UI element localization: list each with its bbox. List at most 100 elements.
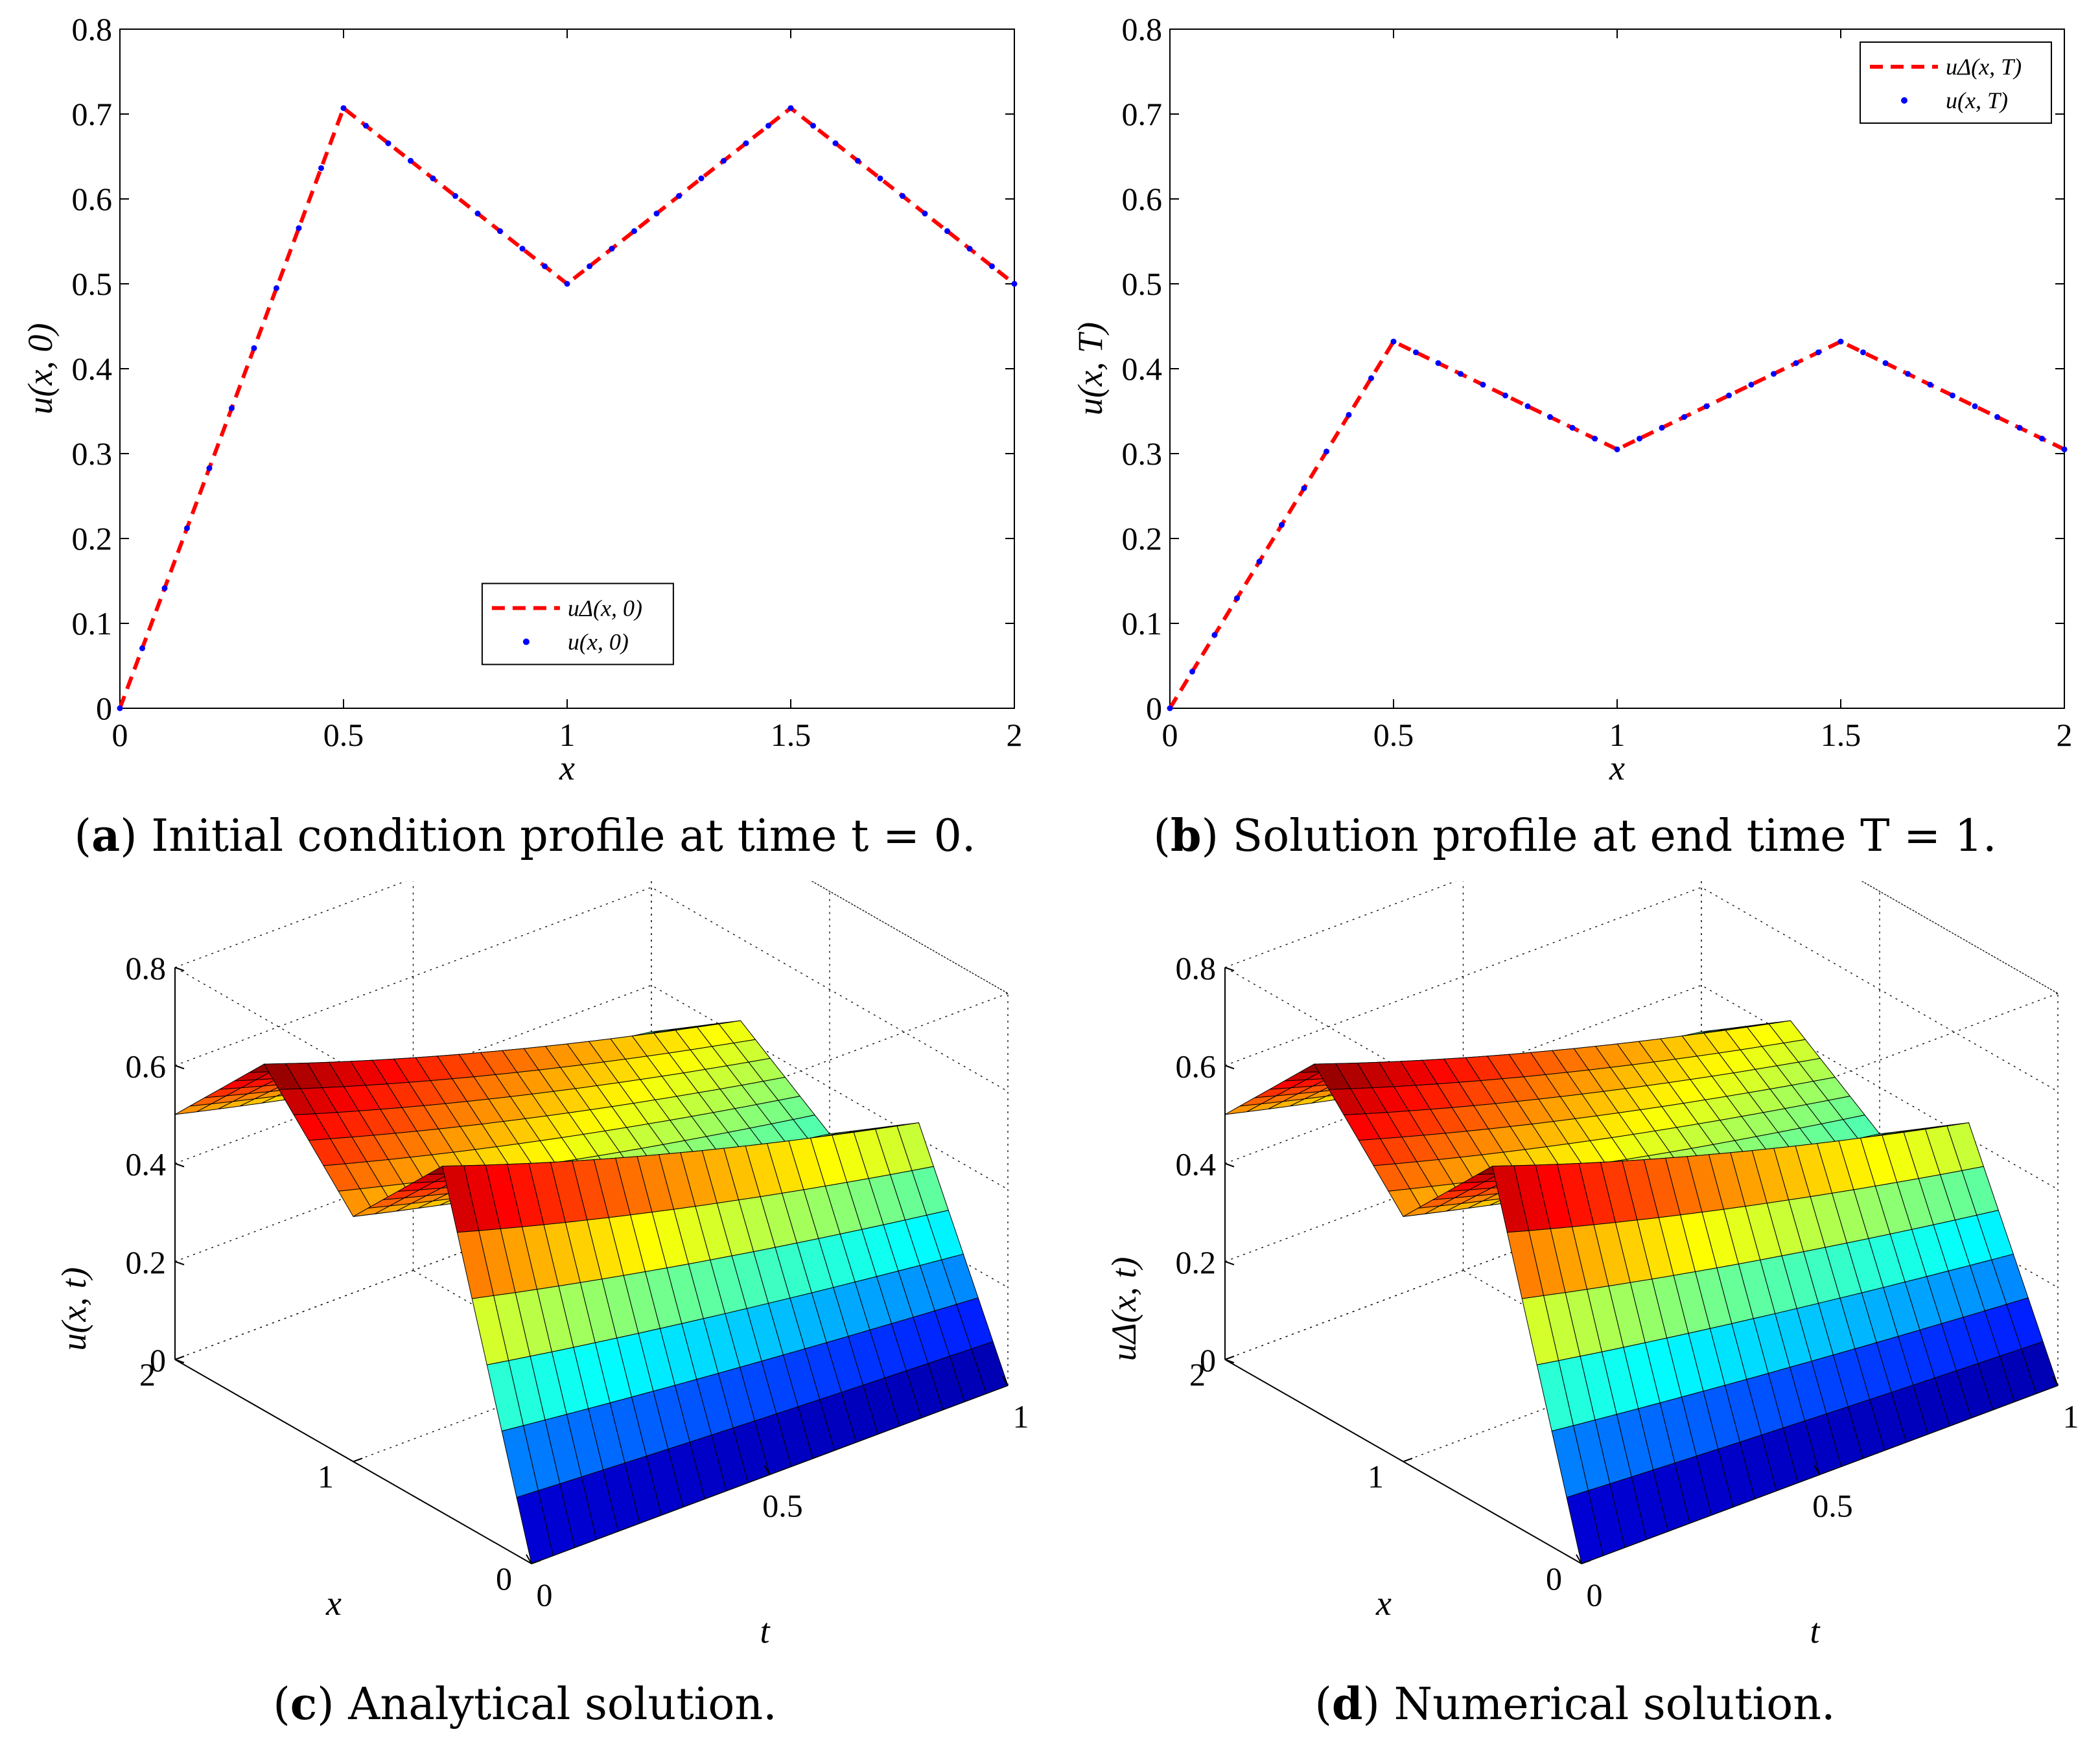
x-tick-label: 1.5 xyxy=(1821,717,1861,753)
legend-swatch-dot xyxy=(1901,97,1908,104)
chart-c: 0 0.2 0.4 0.6 0.8 0 1 2 0 0.5 1 x t u(x, t) xyxy=(0,789,1050,1678)
t-axis-label: t xyxy=(760,1612,771,1650)
grid-line-x-floor xyxy=(1224,1181,1702,1360)
series-dot-point xyxy=(1368,375,1374,382)
legend-box xyxy=(481,583,674,665)
x-tick-label: 0 xyxy=(112,717,128,753)
series-dot-point xyxy=(877,175,883,181)
t-tick-label: 0 xyxy=(537,1577,553,1613)
caption-b: (b) Solution profile at end time T = 1. xyxy=(1153,810,1997,862)
z-tick-mark xyxy=(174,1260,185,1266)
series-dot-point xyxy=(1681,414,1687,421)
z-tick-label: 0.8 xyxy=(1176,950,1217,986)
series-dot-point xyxy=(1748,382,1755,388)
x-axis-label: x xyxy=(1375,1584,1392,1623)
series-dot-point xyxy=(1569,424,1576,431)
z-tick-mark xyxy=(1224,1163,1235,1168)
series-dot-point xyxy=(296,225,302,231)
caption-d: (d) Numerical solution. xyxy=(1314,1678,1836,1730)
x-tick-mark xyxy=(1403,1457,1413,1463)
t-tick-mark xyxy=(2052,1376,2059,1386)
x-tick-label: 0.5 xyxy=(323,717,364,753)
series-dot-point xyxy=(1972,403,1978,410)
legend-label-dashed: uΔ(x, 0) xyxy=(568,595,642,621)
y-tick-label: 0 xyxy=(96,690,112,726)
y-tick-label: 0 xyxy=(1146,690,1162,726)
grid-line-z xyxy=(1224,1083,2059,1288)
legend-swatch-dot xyxy=(522,638,530,645)
series-dot-point xyxy=(1927,382,1933,388)
series-dot-point xyxy=(474,211,481,217)
y-tick-label: 0.2 xyxy=(72,520,113,557)
t-tick-label: 0 xyxy=(1587,1577,1603,1613)
chart-b-svg: 0 0.5 1 1.5 2 0 0.1 0.2 0.3 0.4 0.5 0.6 0.7 0.8 x u(x, … xyxy=(1071,11,2073,787)
series-dot-point xyxy=(765,122,771,129)
z-tick-label: 0 xyxy=(1200,1342,1216,1378)
series-dot-point xyxy=(966,246,973,252)
grid-line-x-floor xyxy=(174,1181,652,1360)
z-tick-mark xyxy=(174,1359,185,1363)
t-tick-mark xyxy=(1002,1376,1009,1386)
series-dot-point xyxy=(1703,403,1710,410)
caption-a-text: Initial condition profile at time t = 0. xyxy=(151,811,976,862)
legend-label-dot: u(x, T) xyxy=(1946,87,2008,113)
series-dot-point xyxy=(1346,411,1352,418)
series-dot-point xyxy=(1905,371,1911,377)
chart-a: 0 0.5 1 1.5 2 0 0.1 0.2 0.3 0.4 0.5 0.6 0.7 0.8 x u(x, … xyxy=(0,0,1050,797)
series-dot-point xyxy=(229,405,235,411)
y-tick-label: 0.1 xyxy=(1122,605,1163,642)
series-dot-point xyxy=(721,157,727,164)
series-dot-point xyxy=(743,140,749,146)
chart-a-svg: 0 0.5 1 1.5 2 0 0.1 0.2 0.3 0.4 0.5 0.6 0.7 0.8 x u(x, … xyxy=(21,11,1023,787)
y-axis-label: u(x, 0) xyxy=(21,323,60,415)
series-dot-point xyxy=(2016,424,2023,431)
series-dot-point xyxy=(1480,382,1486,388)
series-dot-point xyxy=(318,165,324,171)
y-tick-label: 0.7 xyxy=(1122,96,1163,132)
series-dot-point xyxy=(676,192,682,199)
x-tick-mark xyxy=(174,1356,185,1360)
t-tick-mark xyxy=(1576,1554,1582,1564)
z-tick-label: 0.4 xyxy=(126,1146,167,1183)
series-dot-point xyxy=(587,263,592,270)
t-tick-label: 1 xyxy=(1013,1398,1029,1435)
series-dot-point xyxy=(810,122,816,129)
series-dot-point xyxy=(274,285,279,292)
x-axis-label: x xyxy=(1609,748,1625,787)
series-dot-point xyxy=(1256,559,1263,565)
z-tick-mark xyxy=(174,967,185,971)
legend-label-dot: u(x, 0) xyxy=(568,629,629,654)
series-dot-point xyxy=(139,645,145,651)
caption-d-text: Numerical solution. xyxy=(1394,1679,1836,1730)
caption-c-text: Analytical solution. xyxy=(348,1679,777,1730)
series-dot-point xyxy=(1793,360,1799,366)
z-tick-mark xyxy=(174,1163,185,1168)
series-dot-point xyxy=(430,175,436,181)
caption-c: (c) Analytical solution. xyxy=(273,1678,777,1730)
y-tick-label: 0.3 xyxy=(72,435,113,472)
x-tick-label: 1 xyxy=(1368,1459,1384,1495)
series-dot-point xyxy=(1390,338,1397,345)
y-tick-label: 0.4 xyxy=(1122,351,1163,387)
x-tick-mark xyxy=(1581,1560,1591,1564)
series-dot-point xyxy=(117,705,123,712)
x-tick-label: 1 xyxy=(1609,717,1626,753)
series-dot-point xyxy=(206,465,213,472)
series-dot-point xyxy=(653,211,660,217)
caption-b-text: Solution profile at end time T = 1. xyxy=(1232,811,1997,862)
series-dot-point xyxy=(1524,403,1531,410)
y-tick-label: 0.8 xyxy=(72,11,113,47)
y-axis-label: u(x, T) xyxy=(1071,322,1110,415)
x-axis-label: x xyxy=(325,1584,342,1623)
y-tick-label: 0.5 xyxy=(72,266,113,302)
series-dot-point xyxy=(788,105,794,111)
series-dot-point xyxy=(631,228,637,235)
t-axis-label: t xyxy=(1810,1612,1821,1650)
x-tick-label: 0.5 xyxy=(1373,717,1414,753)
series-dot-point xyxy=(1435,360,1441,366)
y-tick-label: 0.2 xyxy=(1122,520,1163,557)
z-tick-label: 0.6 xyxy=(126,1048,167,1084)
y-tick-label: 0.1 xyxy=(72,605,113,642)
series-dot-point xyxy=(1838,338,1844,345)
caption-d-letter: d xyxy=(1331,1678,1363,1730)
